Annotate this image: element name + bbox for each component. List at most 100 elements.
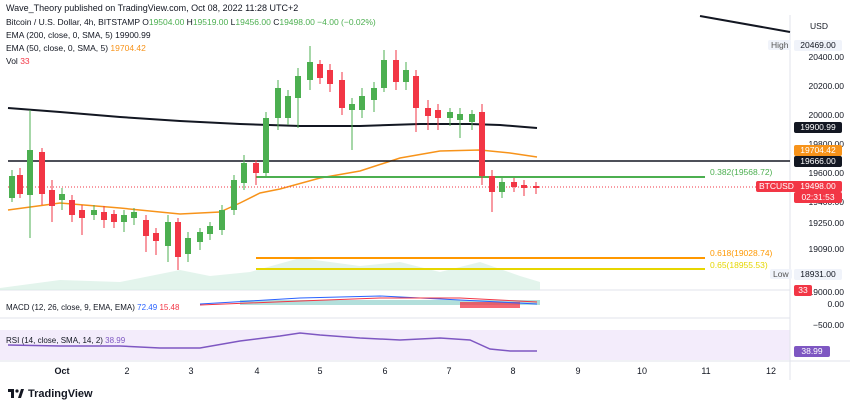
macd-value-1: 72.49 <box>137 303 158 312</box>
low-label: L <box>230 17 236 27</box>
high-marker-value: 20469.00 <box>794 40 842 51</box>
ema200-price-tag: 19900.99 <box>794 122 842 133</box>
vol-value: 33 <box>20 56 30 66</box>
candle <box>469 114 475 122</box>
candle <box>317 64 323 78</box>
price-tick: 20000.00 <box>808 110 844 120</box>
ema200-label: EMA (200, close, 0, SMA, 5) <box>6 30 113 40</box>
time-tick: Oct <box>54 366 70 376</box>
candle <box>425 108 431 116</box>
candle <box>511 182 517 187</box>
candle <box>49 190 55 206</box>
price-tick: 20400.00 <box>808 52 844 62</box>
price-tick: 19000.00 <box>808 287 844 297</box>
candle <box>79 210 85 218</box>
candle <box>521 185 527 188</box>
candle <box>403 70 409 82</box>
candle <box>185 238 191 254</box>
time-tick: 4 <box>254 366 260 376</box>
rsi-legend: RSI (14, close, SMA, 14, 2) 38.99 <box>6 336 125 345</box>
candle <box>339 80 345 108</box>
price-tick: 19090.00 <box>808 244 844 254</box>
candle <box>393 60 399 82</box>
macd-tick: −500.00 <box>813 320 844 330</box>
countdown-tag: 02:31:53 <box>794 192 842 203</box>
price-tick: 19600.00 <box>808 168 844 178</box>
candle <box>327 70 333 84</box>
open-value: 19504.00 <box>148 17 185 27</box>
candle <box>131 212 137 218</box>
rsi-label: RSI (14, close, SMA, 14, 2) <box>6 336 103 345</box>
fib-label-0382: 0.382(19568.72) <box>710 167 773 177</box>
last-symbol-tag: BTCUSD <box>756 181 797 192</box>
currency-label: USD <box>810 21 828 31</box>
legend-ema50-row: EMA (50, close, 0, SMA, 5) 19704.42 <box>6 43 146 53</box>
price-tick: 20200.00 <box>808 81 844 91</box>
candle <box>241 163 247 183</box>
ema50-price-tag: 19704.42 <box>794 145 842 156</box>
candle <box>381 60 387 88</box>
candle <box>307 62 313 80</box>
candle <box>457 114 463 120</box>
ema50-value: 19704.42 <box>110 43 146 53</box>
ema50-label: EMA (50, close, 0, SMA, 5) <box>6 43 109 53</box>
time-tick: 7 <box>446 366 452 376</box>
time-tick: 12 <box>765 366 777 376</box>
fib-label-065: 0.65(18955.53) <box>710 260 768 270</box>
black-line-price-tag: 19666.00 <box>794 156 842 167</box>
candle <box>275 88 281 118</box>
time-tick: 8 <box>510 366 516 376</box>
close-label: C <box>273 17 280 27</box>
macd-bars-negative <box>460 302 520 308</box>
candle <box>447 112 453 118</box>
candle <box>533 186 539 188</box>
candle <box>489 176 495 192</box>
time-tick: 9 <box>575 366 581 376</box>
macd-bars-positive <box>240 300 540 305</box>
published-header: Wave_Theory published on TradingView.com… <box>0 0 850 15</box>
high-label: H <box>186 17 193 27</box>
candle <box>435 110 441 118</box>
candle <box>69 200 75 215</box>
candle <box>231 180 237 210</box>
candle <box>121 215 127 222</box>
macd-legend: MACD (12, 26, close, 9, EMA, EMA) 72.49 … <box>6 303 179 312</box>
legend-ema200-row: EMA (200, close, 0, SMA, 5) 19900.99 <box>6 30 151 40</box>
candle <box>359 96 365 110</box>
ema200-value: 19900.99 <box>115 30 151 40</box>
ema200-line-segment <box>699 15 791 33</box>
rsi-line <box>7 332 537 352</box>
candle <box>91 210 97 215</box>
macd-line <box>199 295 538 305</box>
time-tick: 6 <box>382 366 388 376</box>
candle <box>285 96 291 118</box>
macd-value-2: 15.48 <box>159 303 180 312</box>
legend-symbol-row: Bitcoin / U.S. Dollar, 4h, BITSTAMP O195… <box>6 17 376 27</box>
candle <box>143 220 149 236</box>
macd-label: MACD (12, 26, close, 9, EMA, EMA) <box>6 303 135 312</box>
candle <box>219 210 225 230</box>
rsi-pane <box>0 330 790 360</box>
candle <box>101 212 107 220</box>
candle <box>17 175 23 194</box>
ema50-line <box>7 149 538 215</box>
time-tick: 3 <box>188 366 194 376</box>
candle <box>349 104 355 110</box>
symbol-name: Bitcoin / U.S. Dollar, 4h, BITSTAMP <box>6 17 140 27</box>
candle <box>253 163 259 173</box>
time-tick: 2 <box>124 366 130 376</box>
open-label: O <box>142 17 149 27</box>
candle <box>27 150 33 195</box>
candle <box>59 194 65 200</box>
vol-label: Vol <box>6 56 18 66</box>
price-tick: 19250.00 <box>808 218 844 228</box>
candle <box>197 232 203 242</box>
tradingview-logo-text: TradingView <box>28 388 93 400</box>
candle <box>153 233 159 241</box>
tradingview-logo[interactable]: TradingView <box>8 388 93 400</box>
last-price-tag: 19498.00 <box>794 181 842 192</box>
rsi-value: 38.99 <box>105 336 126 345</box>
high-value: 19519.00 <box>192 17 229 27</box>
tradingview-logo-icon <box>8 389 24 398</box>
